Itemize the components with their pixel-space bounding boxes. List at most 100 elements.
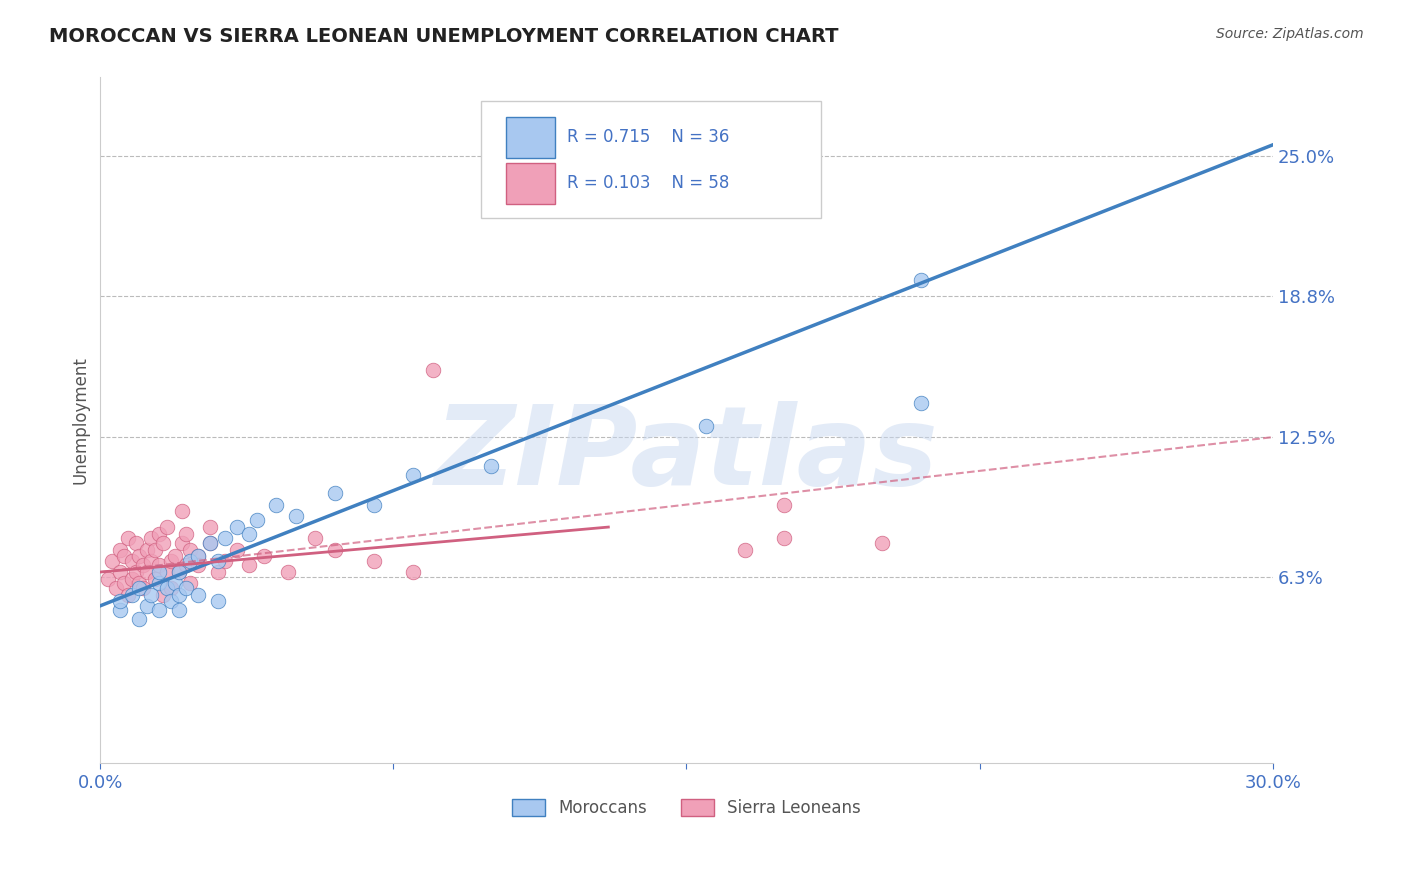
Point: [167, 565, 190, 579]
Point: [363, 498, 385, 512]
Point: [167, 603, 190, 617]
Point: [402, 468, 425, 483]
Point: [121, 572, 143, 586]
FancyBboxPatch shape: [481, 102, 821, 218]
Point: [148, 603, 170, 617]
Point: [187, 587, 209, 601]
Point: [132, 581, 155, 595]
Point: [148, 576, 170, 591]
Point: [198, 536, 221, 550]
Point: [207, 594, 229, 608]
Point: [226, 520, 249, 534]
Point: [167, 587, 190, 601]
Point: [304, 531, 326, 545]
Point: [156, 565, 179, 579]
Point: [246, 513, 269, 527]
Point: [136, 565, 159, 579]
Point: [176, 526, 198, 541]
Point: [108, 565, 131, 579]
Text: ZIPatlas: ZIPatlas: [434, 401, 938, 508]
Point: [323, 486, 346, 500]
Point: [148, 526, 170, 541]
Point: [117, 531, 139, 545]
Text: R = 0.715    N = 36: R = 0.715 N = 36: [567, 128, 730, 146]
Point: [870, 536, 893, 550]
Point: [108, 594, 131, 608]
Point: [207, 565, 229, 579]
FancyBboxPatch shape: [506, 163, 555, 203]
Point: [124, 536, 146, 550]
Point: [163, 576, 186, 591]
Point: [214, 554, 236, 568]
Point: [159, 581, 181, 595]
Point: [156, 520, 179, 534]
Legend: Moroccans, Sierra Leoneans: Moroccans, Sierra Leoneans: [505, 792, 868, 823]
Point: [132, 558, 155, 573]
Point: [104, 581, 127, 595]
Point: [159, 594, 181, 608]
Point: [136, 599, 159, 613]
Point: [143, 572, 166, 586]
Point: [117, 587, 139, 601]
Text: Source: ZipAtlas.com: Source: ZipAtlas.com: [1216, 27, 1364, 41]
Point: [734, 542, 756, 557]
Point: [176, 581, 198, 595]
Point: [695, 418, 717, 433]
Point: [156, 581, 179, 595]
Point: [910, 273, 932, 287]
Point: [163, 549, 186, 564]
Point: [773, 498, 796, 512]
Point: [128, 581, 150, 595]
Point: [136, 542, 159, 557]
Point: [238, 526, 260, 541]
Point: [159, 554, 181, 568]
Point: [112, 549, 135, 564]
Point: [198, 520, 221, 534]
Point: [226, 542, 249, 557]
Point: [323, 542, 346, 557]
Point: [108, 542, 131, 557]
Point: [264, 498, 287, 512]
Point: [112, 576, 135, 591]
Point: [176, 558, 198, 573]
Point: [128, 549, 150, 564]
Point: [148, 558, 170, 573]
Point: [97, 572, 120, 586]
Text: R = 0.103    N = 58: R = 0.103 N = 58: [567, 174, 730, 193]
FancyBboxPatch shape: [506, 117, 555, 158]
Point: [207, 554, 229, 568]
Point: [143, 542, 166, 557]
Text: MOROCCAN VS SIERRA LEONEAN UNEMPLOYMENT CORRELATION CHART: MOROCCAN VS SIERRA LEONEAN UNEMPLOYMENT …: [49, 27, 839, 45]
Y-axis label: Unemployment: Unemployment: [72, 356, 89, 484]
Point: [910, 396, 932, 410]
Point: [214, 531, 236, 545]
Point: [363, 554, 385, 568]
Point: [187, 549, 209, 564]
Point: [148, 565, 170, 579]
Point: [238, 558, 260, 573]
Point: [101, 554, 124, 568]
Point: [422, 362, 444, 376]
Point: [198, 536, 221, 550]
Point: [141, 554, 163, 568]
Point: [121, 587, 143, 601]
Point: [121, 554, 143, 568]
Point: [773, 531, 796, 545]
Point: [187, 558, 209, 573]
Point: [172, 504, 194, 518]
Point: [179, 554, 201, 568]
Point: [172, 536, 194, 550]
Point: [128, 576, 150, 591]
Point: [152, 536, 174, 550]
Point: [402, 565, 425, 579]
Point: [284, 508, 307, 523]
Point: [128, 612, 150, 626]
Point: [179, 542, 201, 557]
Point: [108, 603, 131, 617]
Point: [179, 576, 201, 591]
Point: [187, 549, 209, 564]
Point: [124, 565, 146, 579]
Point: [152, 587, 174, 601]
Point: [479, 459, 502, 474]
Point: [141, 587, 163, 601]
